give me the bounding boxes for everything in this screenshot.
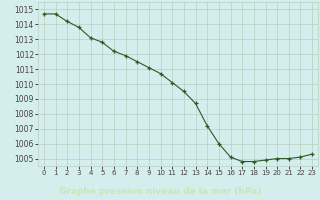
Text: Graphe pression niveau de la mer (hPa): Graphe pression niveau de la mer (hPa) (59, 186, 261, 196)
